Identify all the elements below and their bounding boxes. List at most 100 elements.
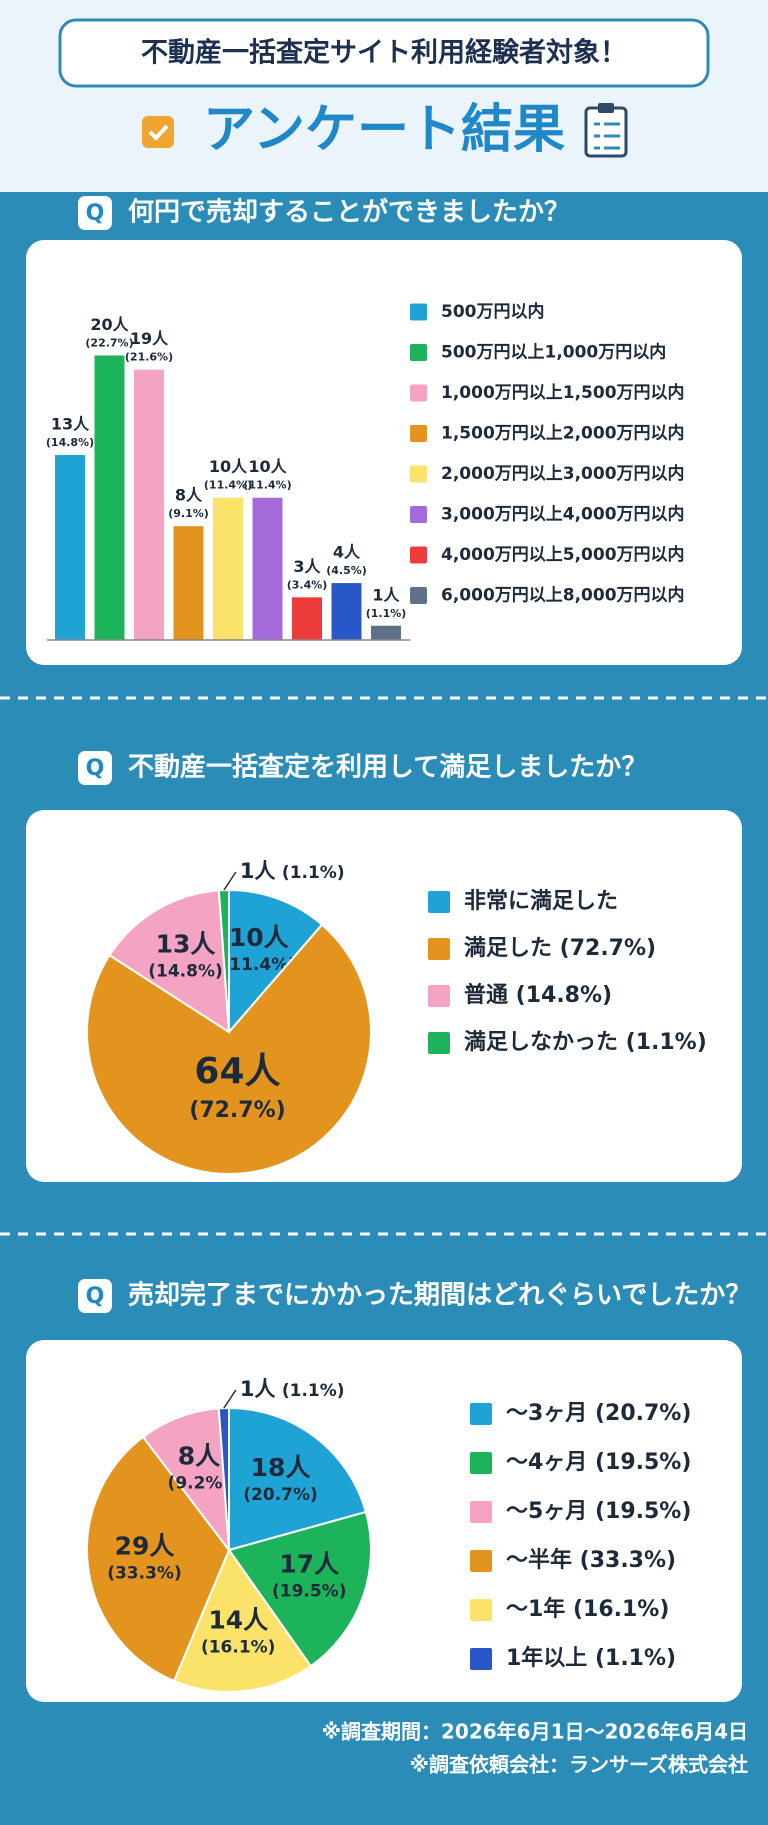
footer-note: ※調査期間：2026年6月1日～2026年6月4日 [322,1720,748,1744]
legend-swatch [410,587,427,604]
slice-percent-label: (16.1%) [201,1638,276,1658]
check-mark [148,124,169,141]
header-box [58,18,710,88]
legend-swatch [410,303,427,321]
q-icon [78,751,112,785]
legend-label: 1,000万円以上1,500万円以内 [441,382,685,403]
legend-swatch [470,1403,492,1425]
bar-percent-label: (1.1%) [366,607,407,620]
legend-label: 3,000万円以上4,000万円以内 [441,504,685,525]
header-subtitle: 不動産一括査定サイト利用経験者対象！ [141,37,627,69]
q-icon-letter: Q [86,756,105,781]
bar-value-label: 10人 [209,457,248,476]
clipboard-lines [594,122,620,150]
bar [213,497,243,640]
slice-percent-label: (14.8%) [148,962,223,982]
slice-percent-label: (72.7%) [189,1098,285,1123]
legend-swatch [428,985,450,1007]
question-title: 売却完了までにかかった期間はどれぐらいでしたか？ [128,1280,751,1311]
legend-swatch [410,344,427,361]
card [26,240,742,665]
slice-value-label: 17人 [279,1550,339,1579]
legend-swatch [470,1648,492,1670]
legend-label: ～半年 (33.3%) [506,1547,676,1573]
bar [252,497,283,640]
slice-value-label: 1人 [240,1377,276,1401]
legend-label: 1,500万円以上2,000万円以内 [441,423,685,444]
legend-label: 500万円以内 [441,301,545,322]
slice-percent-label: (19.5%) [272,1582,347,1602]
bar-value-label: 19人 [130,329,169,348]
legend-swatch [410,506,427,523]
legend-label: 普通 (14.8%) [464,982,612,1008]
bar-percent-label: (3.4%) [287,578,328,591]
legend-swatch [470,1599,492,1621]
slice-value-label: 8人 [178,1441,220,1470]
pie-slice [228,888,324,1035]
legend-label: ～4ヶ月 (19.5%) [506,1450,691,1475]
bar [292,597,322,640]
legend-swatch [410,465,427,483]
legend-label: 2,000万円以上3,000万円以内 [441,463,685,484]
leader-line [223,1389,237,1409]
bar-percent-label: (4.5%) [326,564,367,577]
header-title: アンケート結果 [203,100,565,160]
pie-slice [108,889,231,1034]
bar [331,583,362,640]
slice-percent-label: (20.7%) [243,1485,318,1505]
legend-swatch [428,938,450,960]
legend-label: 非常に満足した [464,888,618,914]
bar-percent-label: (21.6%) [125,351,173,364]
legend-swatch [470,1452,492,1474]
legend-label: 6,000万円以上8,000万円以内 [441,585,685,606]
bar-percent-label: (11.4%) [243,479,291,492]
slice-value-label: 13人 [156,930,216,959]
legend-swatch [410,384,427,402]
bar-percent-label: (14.8%) [46,436,94,449]
bar-percent-label: (22.7%) [85,336,133,349]
legend-swatch [410,546,427,564]
legend-swatch [470,1550,492,1572]
pie-slice [227,1510,372,1668]
legend-label: ～5ヶ月 (19.5%) [506,1499,691,1524]
check-icon [142,116,174,148]
bar-value-label: 10人 [248,457,287,476]
bar-value-label: 8人 [175,486,203,505]
slice-value-label: 64人 [194,1051,280,1092]
question-title: 何円で売却することができましたか？ [128,197,570,228]
bar-value-label: 3人 [293,557,321,576]
pie-slice [172,1547,313,1693]
bar [371,625,401,640]
bar-percent-label: (11.4%) [204,479,252,492]
q-icon [78,1279,112,1313]
pie-slice [86,1435,231,1683]
slice-percent-label: (11.4%) [222,955,297,975]
bar-value-label: 13人 [51,415,90,434]
pie-slice [141,1407,231,1554]
legend-swatch [410,425,427,442]
slice-value-label: 29人 [115,1532,175,1561]
leader-line [223,871,237,891]
bar-value-label: 20人 [90,315,129,334]
legend-label: 4,000万円以上5,000万円以内 [441,544,685,565]
bar-value-label: 4人 [333,543,361,562]
bar [173,526,204,640]
bar-value-label: 1人 [372,585,400,604]
slice-percent-label: (9.2%) [168,1473,231,1493]
slice-percent-label: (33.3%) [107,1564,182,1584]
legend-label: ～1年 (16.1%) [506,1596,669,1622]
slice-value-label: 10人 [229,923,289,952]
pie-slice [217,888,230,1033]
slice-percent-label: (1.1%) [282,863,345,883]
slice-value-label: 1人 [240,859,276,883]
clipboard-clip [598,103,614,113]
slice-value-label: 18人 [251,1453,311,1482]
slice-value-label: 14人 [208,1606,268,1635]
legend-label: 満足しなかった (1.1%) [464,1029,707,1055]
q-icon-letter: Q [86,1284,105,1309]
legend-label: ～3ヶ月 (20.7%) [506,1401,691,1426]
q-icon [78,196,112,230]
question-title: 不動産一括査定を利用して満足しましたか？ [128,752,647,783]
bar [94,355,125,640]
